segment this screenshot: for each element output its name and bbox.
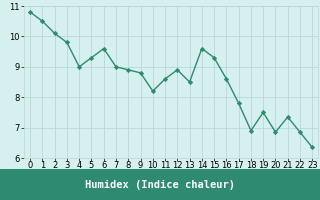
Text: Humidex (Indice chaleur): Humidex (Indice chaleur) (85, 179, 235, 190)
